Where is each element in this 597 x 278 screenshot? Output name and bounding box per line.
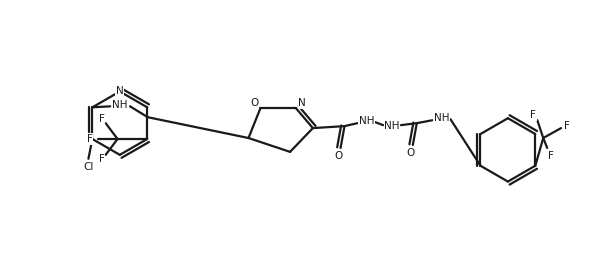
Text: NH: NH [434,113,450,123]
Text: NH: NH [384,121,400,131]
Text: NH: NH [112,100,128,110]
Text: O: O [250,98,259,108]
Text: F: F [99,154,104,164]
Text: N: N [116,86,124,96]
Text: O: O [334,151,343,161]
Text: NH: NH [359,116,374,126]
Text: N: N [298,98,306,108]
Text: F: F [99,114,104,124]
Text: F: F [548,151,554,161]
Text: Cl: Cl [83,162,94,172]
Text: F: F [564,121,570,131]
Text: F: F [87,134,93,144]
Text: F: F [530,110,536,120]
Text: O: O [407,148,415,158]
